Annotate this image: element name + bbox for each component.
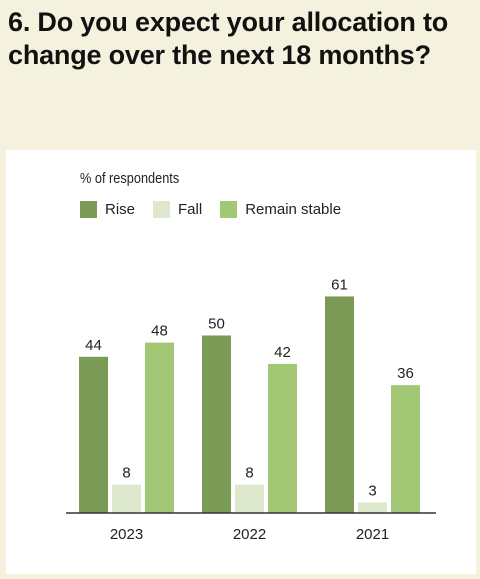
data-label-remain-stable-2022: 42 — [274, 344, 291, 361]
legend-label-remain-stable: Remain stable — [245, 201, 342, 218]
unit-label: % of respondents — [80, 170, 180, 187]
data-label-fall-2023: 8 — [122, 465, 130, 482]
legend-label-fall: Fall — [178, 201, 203, 218]
legend-swatch-rise — [80, 201, 97, 218]
data-label-rise-2021: 61 — [331, 276, 348, 293]
x-tick-label-2023: 2023 — [110, 526, 143, 543]
x-tick-label-2021: 2021 — [356, 526, 389, 543]
chart-title: 6. Do you expect your allocation to chan… — [8, 7, 449, 70]
legend-item-remain-stable: Remain stable — [220, 201, 341, 218]
bar-remain-stable-2022 — [268, 363, 297, 513]
data-label-remain-stable-2021: 36 — [397, 365, 414, 382]
legend-item-fall: Fall — [153, 201, 202, 218]
bar-remain-stable-2023 — [145, 342, 174, 513]
data-label-fall-2022: 8 — [245, 465, 253, 482]
bar-fall-2021 — [358, 502, 387, 513]
legend-item-rise: Rise — [80, 201, 135, 218]
bar-rise-2022 — [202, 335, 231, 513]
x-tick-label-2022: 2022 — [233, 526, 266, 543]
legend-swatch-remain-stable — [220, 201, 238, 218]
bar-fall-2023 — [112, 484, 141, 513]
legend: Rise Fall Remain stable — [80, 201, 359, 218]
bar-remain-stable-2021 — [391, 385, 420, 513]
data-label-rise-2022: 50 — [208, 316, 225, 333]
data-label-fall-2021: 3 — [368, 482, 376, 499]
legend-swatch-fall — [153, 201, 171, 218]
bar-rise-2023 — [79, 356, 108, 513]
legend-label-rise: Rise — [105, 201, 136, 218]
bar-rise-2021 — [325, 296, 354, 513]
data-label-rise-2023: 44 — [85, 337, 102, 354]
data-label-remain-stable-2023: 48 — [151, 323, 168, 340]
bar-fall-2022 — [235, 484, 264, 513]
